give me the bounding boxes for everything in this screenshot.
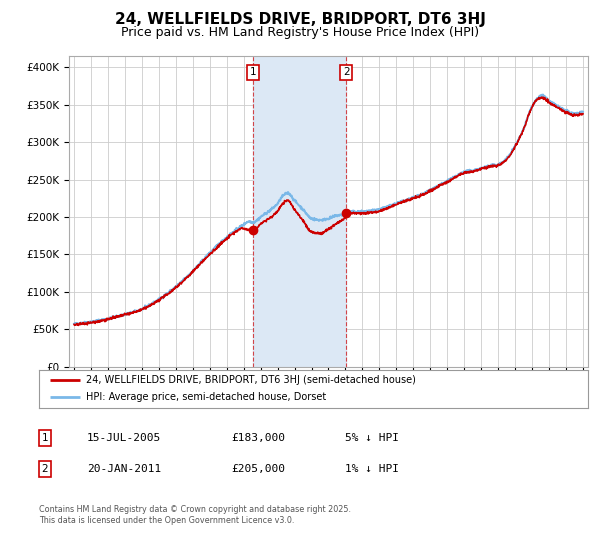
Text: 20-JAN-2011: 20-JAN-2011 <box>87 464 161 474</box>
Text: 24, WELLFIELDS DRIVE, BRIDPORT, DT6 3HJ (semi-detached house): 24, WELLFIELDS DRIVE, BRIDPORT, DT6 3HJ … <box>86 375 416 385</box>
Text: 1: 1 <box>250 67 256 77</box>
Text: 2: 2 <box>41 464 49 474</box>
Text: 15-JUL-2005: 15-JUL-2005 <box>87 433 161 443</box>
Text: Contains HM Land Registry data © Crown copyright and database right 2025.
This d: Contains HM Land Registry data © Crown c… <box>39 505 351 525</box>
Text: 5% ↓ HPI: 5% ↓ HPI <box>345 433 399 443</box>
Text: £183,000: £183,000 <box>231 433 285 443</box>
Text: 1: 1 <box>41 433 49 443</box>
Text: £205,000: £205,000 <box>231 464 285 474</box>
Bar <box>253 56 346 367</box>
Text: Price paid vs. HM Land Registry's House Price Index (HPI): Price paid vs. HM Land Registry's House … <box>121 26 479 39</box>
Text: HPI: Average price, semi-detached house, Dorset: HPI: Average price, semi-detached house,… <box>86 393 326 403</box>
Text: 2: 2 <box>343 67 350 77</box>
Text: 24, WELLFIELDS DRIVE, BRIDPORT, DT6 3HJ: 24, WELLFIELDS DRIVE, BRIDPORT, DT6 3HJ <box>115 12 485 27</box>
Text: 1% ↓ HPI: 1% ↓ HPI <box>345 464 399 474</box>
